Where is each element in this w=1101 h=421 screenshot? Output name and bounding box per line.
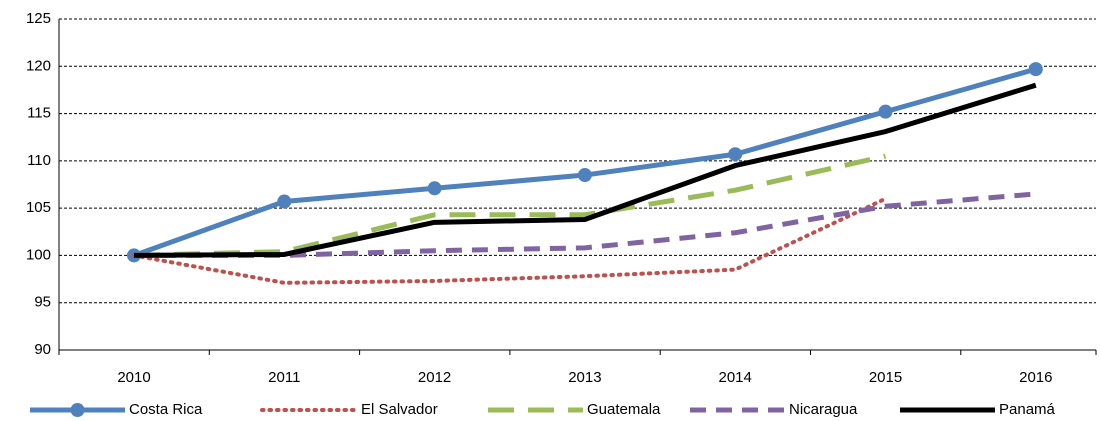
x-tick-label: 2012 (418, 369, 451, 386)
series-marker (878, 104, 893, 119)
y-tick-label: 100 (26, 246, 51, 263)
series-line (132, 196, 888, 285)
x-tick-label: 2013 (568, 369, 601, 386)
series-line (134, 191, 1037, 258)
legend-label: Panamá (999, 401, 1056, 418)
series-line (133, 66, 1037, 258)
legend-label: Costa Rica (129, 401, 203, 418)
series-line (133, 82, 1037, 258)
legend-label: Guatemala (587, 401, 661, 418)
y-tick-label: 125 (26, 10, 51, 27)
series-marker (427, 181, 442, 196)
series-marker (577, 168, 592, 183)
x-tick-label: 2016 (1019, 369, 1052, 386)
series-marker (277, 194, 292, 209)
series-marker (728, 147, 743, 162)
x-tick-label: 2011 (268, 369, 300, 386)
y-tick-label: 110 (27, 152, 51, 169)
y-tick-label: 115 (27, 105, 51, 122)
x-tick-label: 2010 (117, 369, 150, 386)
series-line (133, 153, 887, 258)
x-tick-label: 2015 (869, 369, 902, 386)
y-tick-label: 105 (26, 199, 51, 216)
y-tick-label: 120 (26, 57, 51, 74)
legend-label: El Salvador (361, 401, 438, 418)
series-marker (1028, 62, 1043, 77)
y-tick-label: 95 (34, 294, 51, 311)
legend-marker (70, 403, 85, 417)
legend-label: Nicaragua (789, 401, 858, 418)
y-tick-label: 90 (34, 341, 51, 358)
x-tick-label: 2014 (719, 369, 752, 386)
